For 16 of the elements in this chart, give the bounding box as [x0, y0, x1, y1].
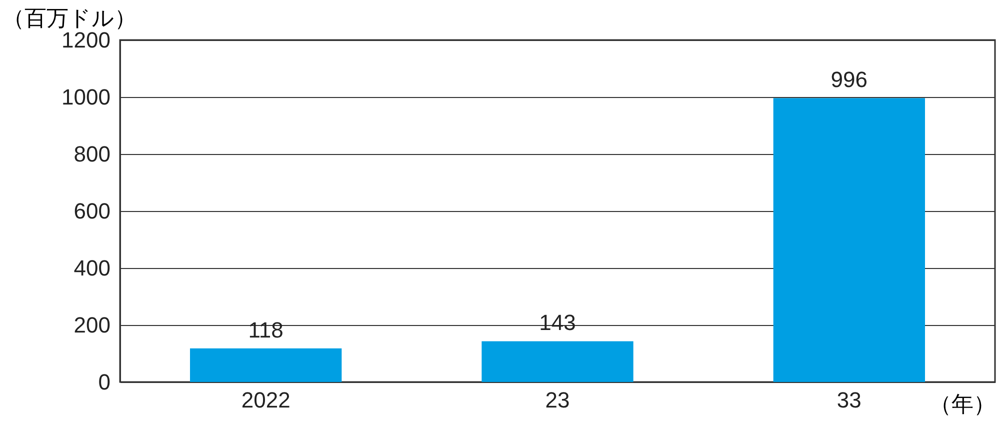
data-label: 996: [830, 67, 868, 92]
x-tick-label: 33: [836, 388, 862, 412]
y-tick-label: 600: [74, 198, 110, 224]
y-axis-title: （百万ドル）: [2, 6, 136, 30]
bar: [773, 98, 925, 382]
x-tick-label: 23: [545, 388, 570, 412]
y-tick-label: 1200: [62, 28, 110, 52]
y-tick-label: 1000: [62, 84, 110, 110]
y-tick-label: 400: [74, 256, 110, 280]
bar: [482, 341, 634, 382]
x-axis-title: （年）: [930, 392, 996, 416]
y-tick-label: 800: [74, 142, 110, 166]
y-tick-label: 200: [74, 312, 110, 338]
y-tick-label: 0: [98, 370, 110, 394]
bar: [190, 348, 342, 382]
x-tick-label: 2022: [241, 388, 290, 412]
